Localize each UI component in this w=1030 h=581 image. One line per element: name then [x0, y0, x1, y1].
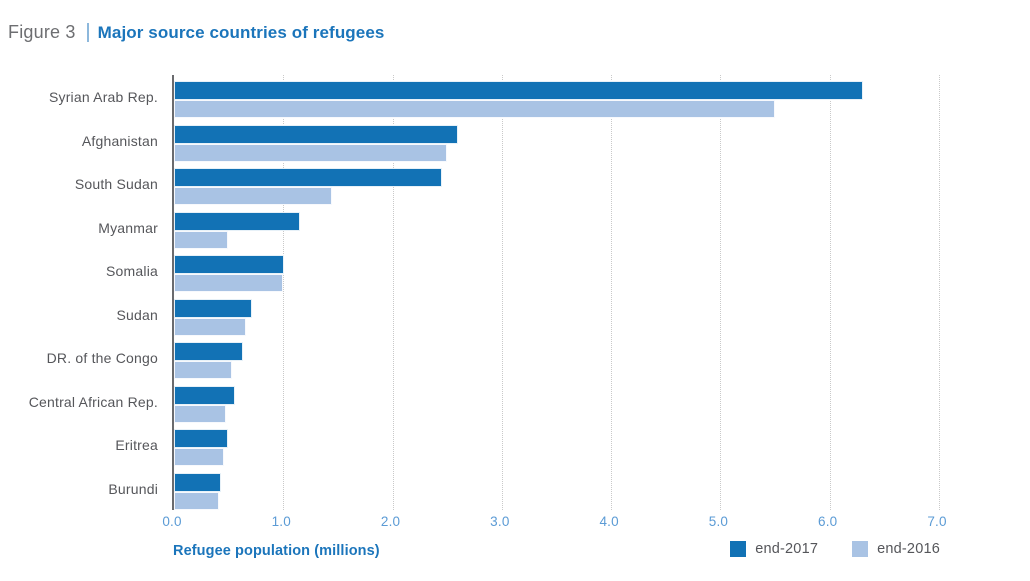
legend-swatch-end-2017 — [730, 541, 747, 557]
bar-end-2017 — [174, 385, 236, 405]
bar-end-2016 — [174, 404, 227, 423]
bar-row — [174, 380, 939, 424]
figure-header: Figure 3 Major source countries of refug… — [8, 22, 384, 43]
legend-swatch-end-2016 — [852, 541, 869, 557]
bar-row — [174, 75, 939, 119]
gridline-1 — [283, 75, 285, 510]
legend-item-end-2016: end-2016 — [852, 541, 940, 557]
gridline-7 — [939, 75, 940, 510]
bar-row — [174, 467, 939, 511]
bar-end-2016 — [174, 274, 284, 292]
gridline-4 — [611, 75, 613, 510]
category-label: Burundi — [108, 480, 158, 497]
gridline-6 — [829, 75, 831, 510]
category-label: Syrian Arab Rep. — [48, 89, 158, 105]
bar-end-2017 — [174, 211, 300, 231]
gridline-3 — [501, 75, 503, 510]
x-tick-label: 5.0 — [708, 514, 729, 529]
gridline-5 — [720, 75, 722, 510]
bar-row — [174, 206, 939, 250]
bar-row — [174, 293, 939, 337]
bar-row — [174, 162, 939, 206]
x-tick-label: 7.0 — [927, 514, 947, 529]
bar-row — [174, 249, 939, 293]
x-tick-label: 3.0 — [490, 514, 510, 529]
bar-end-2016 — [174, 230, 228, 249]
x-tick-label: 0.0 — [162, 514, 182, 529]
legend: end-2017 end-2016 — [730, 541, 940, 557]
category-label: South Sudan — [74, 176, 158, 192]
bar-end-2016 — [174, 100, 776, 118]
x-axis-ticks: 0.0 1.0 2.0 3.0 4.0 5.0 6.0 7.0 — [162, 514, 946, 532]
bar-row — [174, 336, 939, 380]
bar-end-2017 — [174, 255, 285, 274]
legend-label-end-2016: end-2016 — [877, 541, 940, 557]
bar-end-2016 — [174, 143, 448, 162]
plot-area — [172, 75, 940, 511]
legend-item-end-2017: end-2017 — [730, 541, 818, 557]
figure-title: Major source countries of refugees — [97, 22, 385, 42]
x-tick-label: 6.0 — [818, 514, 838, 529]
x-axis-title: Refugee population (millions) — [173, 543, 380, 559]
bar-row — [174, 423, 939, 467]
bar-end-2017 — [174, 472, 221, 492]
legend-label-end-2017: end-2017 — [755, 541, 819, 557]
bar-row — [174, 119, 939, 163]
bar-end-2017 — [174, 298, 252, 318]
bar-end-2016 — [174, 187, 333, 205]
bar-end-2017 — [174, 342, 243, 361]
category-label: Central African Rep. — [28, 393, 158, 410]
category-label: Somalia — [106, 263, 158, 279]
gridline-2 — [392, 75, 394, 510]
bar-end-2017 — [174, 429, 228, 448]
figure-label: Figure 3 — [8, 22, 76, 42]
x-tick-label: 2.0 — [380, 514, 401, 529]
y-axis-labels: Syrian Arab Rep. Afghanistan South Sudan My… — [0, 75, 158, 510]
title-separator — [86, 23, 89, 42]
bar-end-2017 — [174, 124, 459, 144]
bar-end-2017 — [174, 81, 863, 100]
category-label: Eritrea — [115, 437, 158, 453]
bar-end-2016 — [174, 448, 225, 466]
bar-end-2016 — [174, 491, 219, 510]
category-label: DR. of the Congo — [46, 350, 158, 366]
bar-end-2016 — [174, 361, 232, 379]
category-label: Afghanistan — [81, 132, 158, 149]
bar-end-2016 — [174, 317, 247, 336]
category-label: Sudan — [116, 306, 158, 323]
bar-end-2017 — [174, 168, 442, 187]
x-tick-label: 4.0 — [599, 514, 619, 529]
x-tick-label: 1.0 — [271, 514, 291, 529]
category-label: Myanmar — [98, 219, 158, 236]
